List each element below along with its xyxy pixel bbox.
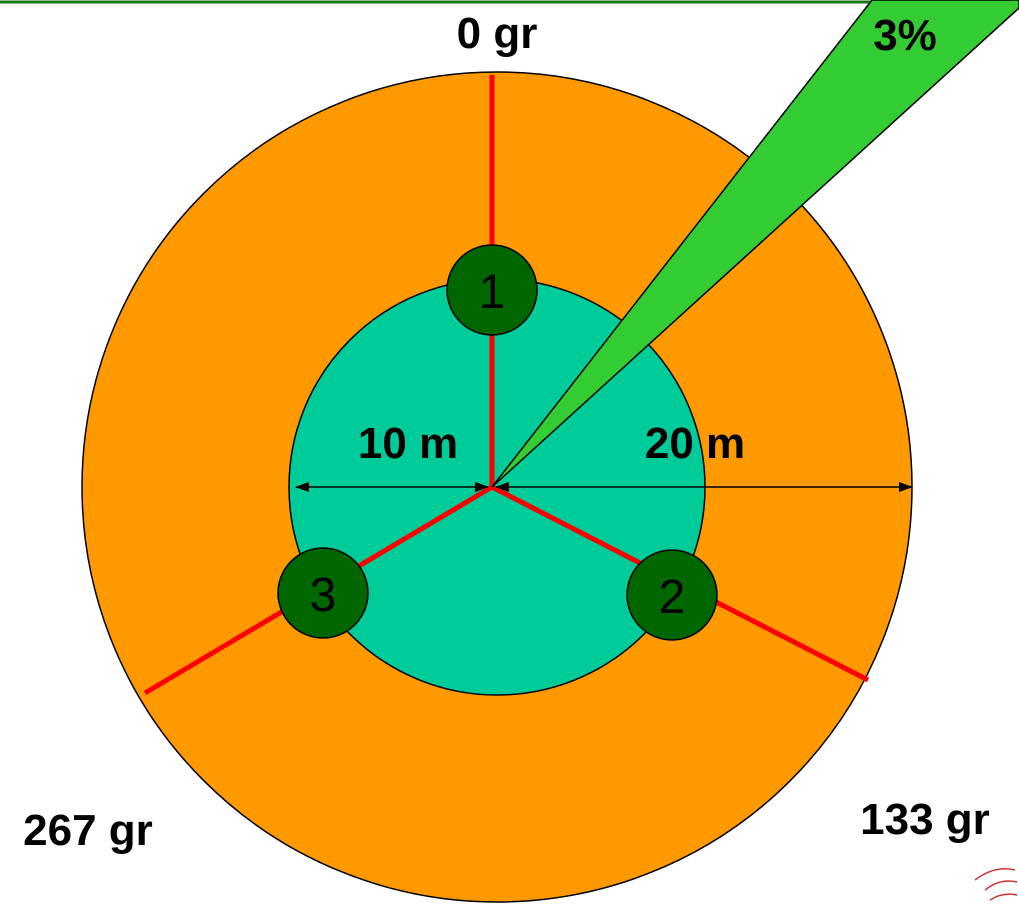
radius-label: 10 m xyxy=(358,419,458,468)
logo-stroke xyxy=(989,893,1018,901)
radius-label: 20 m xyxy=(645,419,745,468)
bearing-label: 0 gr xyxy=(457,9,538,58)
node-circle xyxy=(626,549,718,641)
logo-stroke xyxy=(984,880,1018,891)
node-circle xyxy=(446,244,538,336)
logo xyxy=(974,868,1018,901)
bearing-label: 267 gr xyxy=(23,806,153,855)
bearing-label: 133 gr xyxy=(860,795,990,844)
slope-label: 3% xyxy=(873,11,937,60)
node-label: 1 xyxy=(479,266,506,319)
node-label: 3 xyxy=(310,569,337,622)
node-circle xyxy=(277,547,369,639)
logo-stroke xyxy=(974,868,1016,881)
node-label: 2 xyxy=(659,571,686,624)
slope-wedge xyxy=(491,0,1019,488)
